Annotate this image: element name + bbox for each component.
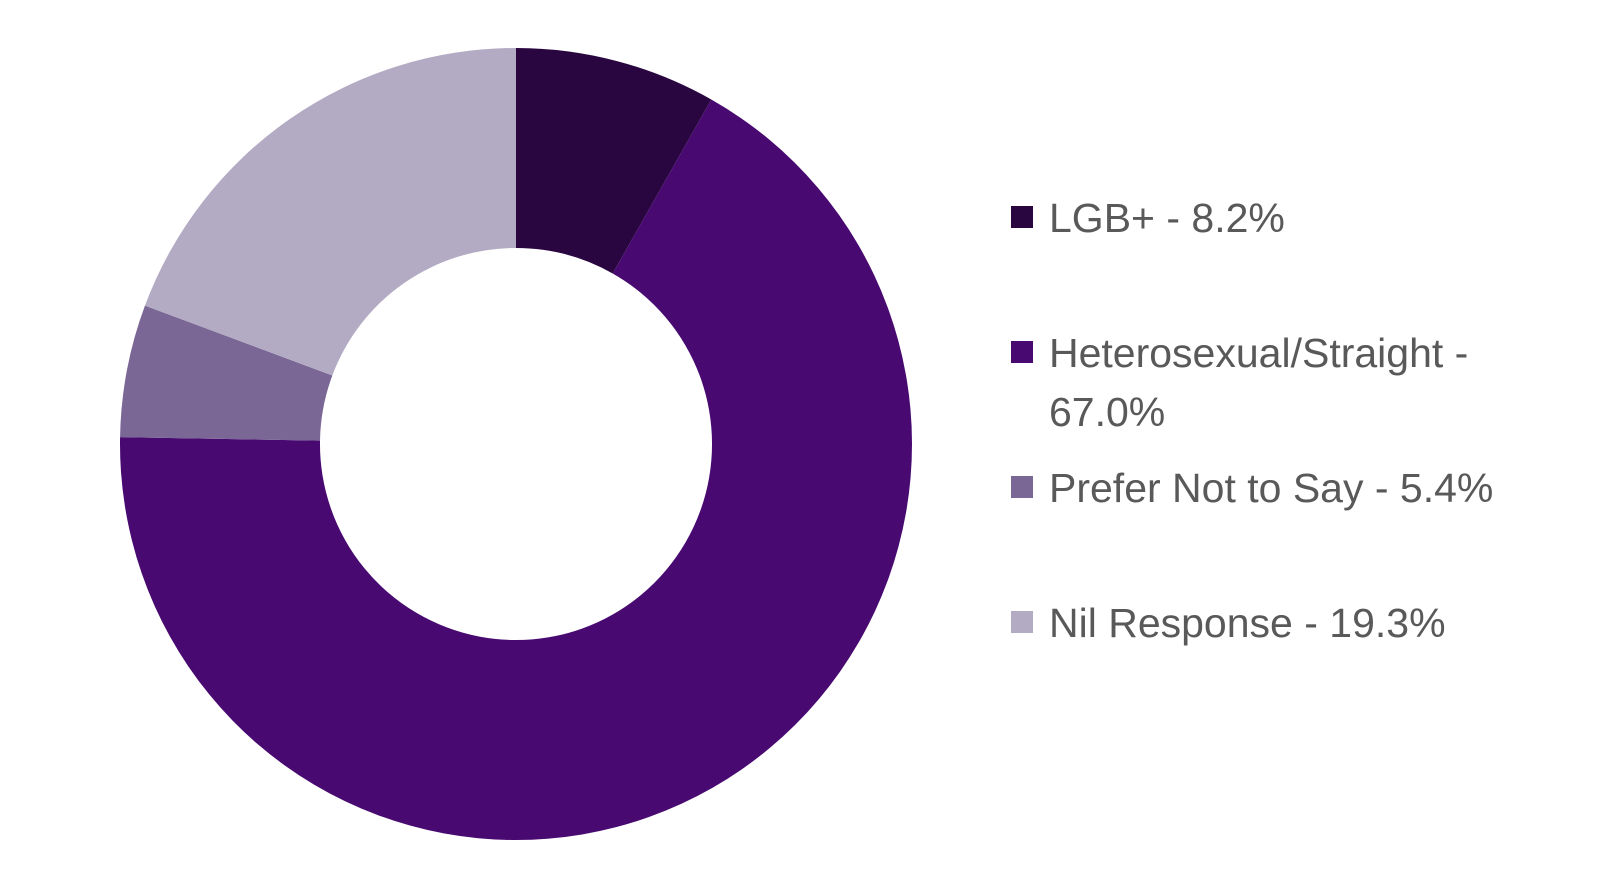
legend-item-heterosexual-straight: Heterosexual/Straight - 67.0% — [1011, 324, 1531, 459]
legend-swatch-lgb — [1011, 206, 1033, 228]
legend-label-prefer-not-to-say: Prefer Not to Say - 5.4% — [1049, 465, 1494, 511]
donut-segment-heterosexual-straight — [120, 99, 913, 841]
donut-segment-prefer-not-to-say — [120, 305, 333, 441]
donut-segment-lgb — [516, 48, 712, 274]
legend-label-nil-response: Nil Response - 19.3% — [1049, 600, 1446, 646]
legend-item-lgb: LGB+ - 8.2% — [1011, 189, 1531, 324]
legend-item-prefer-not-to-say: Prefer Not to Say - 5.4% — [1011, 459, 1531, 594]
chart-legend: LGB+ - 8.2% Heterosexual/Straight - 67.0… — [1011, 189, 1531, 729]
legend-swatch-nil-response — [1011, 611, 1033, 633]
legend-swatch-heterosexual-straight — [1011, 341, 1033, 363]
legend-label-heterosexual-straight: Heterosexual/Straight - 67.0% — [1049, 330, 1469, 435]
donut-segment-nil-response — [144, 48, 516, 376]
legend-label-lgb: LGB+ - 8.2% — [1049, 195, 1285, 241]
legend-item-nil-response: Nil Response - 19.3% — [1011, 594, 1531, 729]
legend-swatch-prefer-not-to-say — [1011, 476, 1033, 498]
